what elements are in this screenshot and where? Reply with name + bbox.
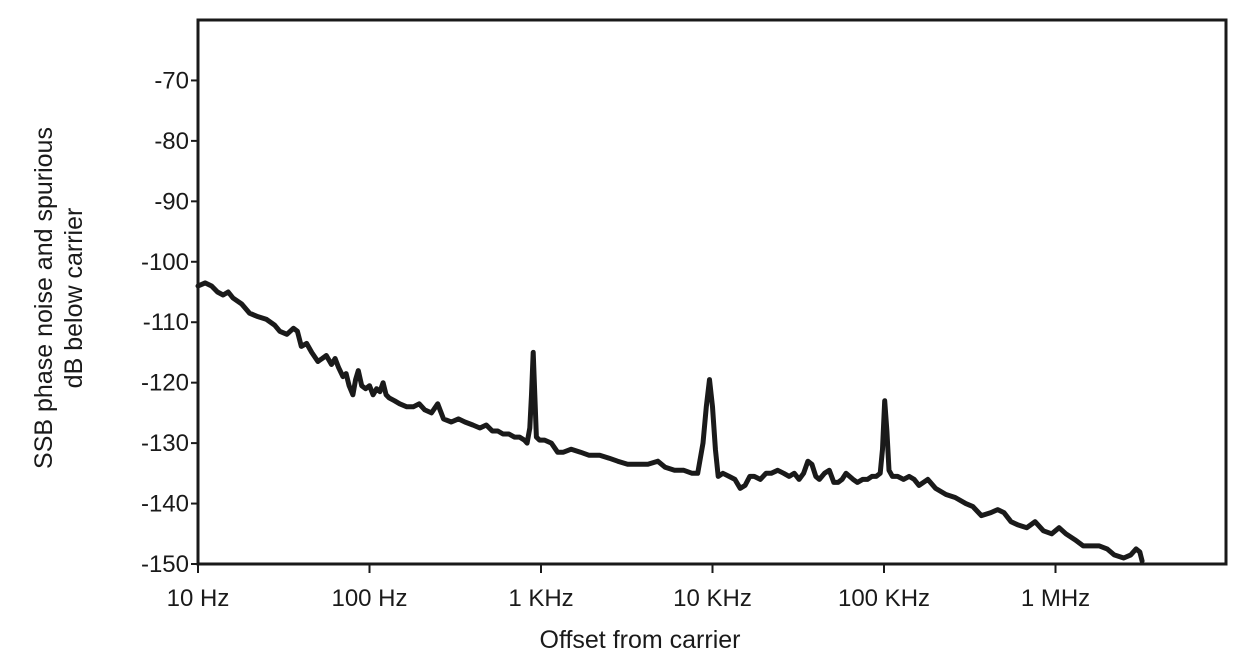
y-tick-label: -90 xyxy=(154,188,189,215)
y-tick-label: -80 xyxy=(154,128,189,155)
x-tick-label: 10 Hz xyxy=(167,585,230,612)
y-tick-label: -100 xyxy=(141,249,189,276)
y-tick-label: -140 xyxy=(141,491,189,518)
x-tick-labels: 10 Hz 100 Hz 1 KHz 10 KHz 100 KHz 1 MHz xyxy=(167,564,1090,612)
x-tick-label: 1 MHz xyxy=(1021,585,1090,612)
phase-noise-series-line xyxy=(195,280,1145,564)
y-tick-label: -110 xyxy=(143,309,189,336)
x-tick-label: 10 KHz xyxy=(673,585,752,612)
y-axis-title-line-1: SSB phase noise and spurious xyxy=(30,127,58,469)
x-axis-title: Offset from carrier xyxy=(540,626,741,654)
x-tick-label: 100 Hz xyxy=(331,585,407,612)
y-tick-label: -130 xyxy=(141,430,189,457)
y-tick-labels: -70 -80 -90 -100 -110 -120 -130 -140 -150 xyxy=(141,67,198,578)
x-tick-label: 100 KHz xyxy=(838,585,930,612)
y-axis-title: SSB phase noise and spurious dB below ca… xyxy=(30,127,88,469)
y-tick-label: -120 xyxy=(141,370,189,397)
x-tick-label: 1 KHz xyxy=(508,585,573,612)
series-group xyxy=(195,280,1145,564)
y-axis-title-line-2: dB below carrier xyxy=(60,208,88,389)
plot-frame xyxy=(196,18,1228,566)
y-tick-label: -70 xyxy=(154,67,189,94)
y-tick-label: -150 xyxy=(141,551,189,578)
